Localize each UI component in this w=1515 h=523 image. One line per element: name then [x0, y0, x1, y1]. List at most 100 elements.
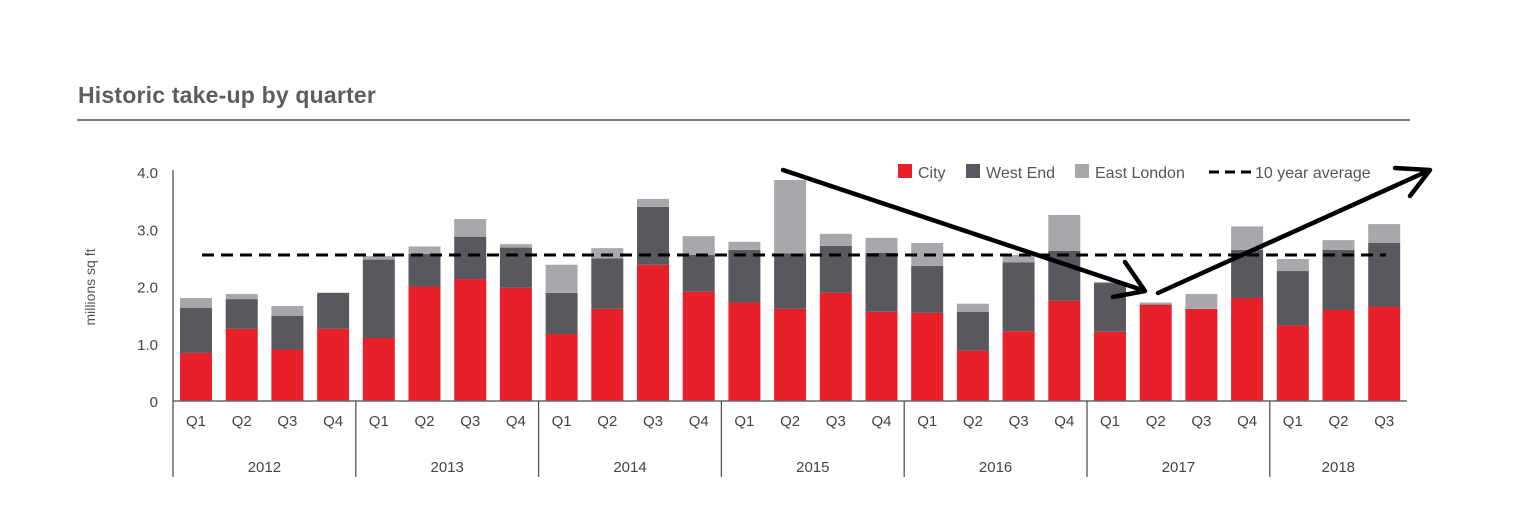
x-tick-label: Q3	[1374, 413, 1394, 430]
bar-segment-east-london	[1048, 214, 1081, 252]
bar-segment-east-london	[1002, 255, 1035, 263]
bar-segment-city	[1322, 309, 1355, 401]
bar-segment-west-end	[317, 292, 350, 329]
x-tick-label: Q3	[643, 413, 663, 430]
x-tick-label: Q3	[460, 413, 480, 430]
x-tick-label: Q2	[414, 413, 434, 430]
bar-segment-city	[317, 328, 350, 401]
bar-segment-city	[362, 338, 395, 401]
legend: City West End East London 10 year average	[898, 164, 1371, 182]
year-label: 2015	[796, 459, 829, 476]
bar-segment-city	[225, 328, 258, 401]
bar-segment-east-london	[454, 218, 487, 237]
bar-segment-east-london	[637, 198, 669, 207]
bar-segment-east-london	[1231, 226, 1264, 250]
bar-segment-west-end	[454, 236, 487, 280]
legend-label: 10 year average	[1255, 165, 1371, 182]
x-tick-label: Q1	[369, 413, 389, 430]
bar-segment-city	[1048, 300, 1081, 401]
x-tick-label: Q1	[1283, 413, 1303, 430]
bar-segment-west-end	[1322, 249, 1355, 310]
bar-segment-city	[1185, 308, 1218, 401]
bar-segment-east-london	[728, 241, 761, 250]
x-tick-label: Q3	[1009, 413, 1029, 430]
bar-segment-city	[1368, 306, 1401, 401]
bar-segment-city	[1002, 331, 1035, 401]
bar-segment-east-london	[1322, 240, 1355, 250]
bar-segment-east-london	[1094, 281, 1126, 284]
y-tick-label: 3.0	[137, 222, 158, 239]
bar-segment-city	[1231, 297, 1264, 401]
year-label: 2017	[1162, 459, 1195, 476]
legend-swatch-city	[898, 164, 912, 178]
year-label: 2014	[613, 459, 646, 476]
bar-segment-east-london	[225, 293, 258, 300]
y-tick-label: 2.0	[137, 280, 158, 297]
bar-segment-west-end	[865, 252, 898, 312]
bar-segment-west-end	[271, 315, 304, 350]
year-label: 2012	[248, 459, 281, 476]
legend-swatch-east-london	[1075, 164, 1089, 178]
bar-segment-east-london	[1185, 293, 1218, 309]
bar-segment-east-london	[774, 180, 807, 254]
x-tick-label: Q1	[917, 413, 937, 430]
bar-segment-city	[956, 350, 989, 401]
bar-segment-city	[545, 334, 578, 401]
y-tick-label: 0	[150, 394, 158, 411]
bar-segment-west-end	[180, 307, 212, 353]
bar-segment-city	[271, 349, 304, 401]
x-tick-label: Q1	[734, 413, 754, 430]
x-tick-label: Q1	[552, 413, 572, 430]
bar-segment-west-end	[545, 292, 578, 335]
x-tick-label: Q4	[689, 413, 709, 430]
bar-segment-east-london	[956, 303, 989, 312]
bar-segment-city	[591, 308, 624, 401]
bar-segment-city	[180, 352, 212, 401]
bar-segment-west-end	[911, 265, 944, 313]
x-tick-label: Q2	[780, 413, 800, 430]
bar-segment-east-london	[1139, 302, 1172, 305]
bar-segment-west-end	[1368, 242, 1401, 307]
down-arrow-annotation-icon	[780, 167, 1148, 300]
x-tick-label: Q4	[506, 413, 526, 430]
legend-label: City	[918, 165, 946, 182]
bar-segment-east-london	[1276, 259, 1309, 272]
bar-segment-east-london	[408, 246, 441, 254]
bar-segment-west-end	[225, 299, 258, 329]
bar-segment-west-end	[1094, 283, 1126, 332]
x-tick-label: Q2	[232, 413, 252, 430]
x-tick-label: Q1	[1100, 413, 1120, 430]
legend-swatch-west-end	[966, 164, 980, 178]
up-arrow-annotation-icon	[1155, 165, 1433, 296]
x-tick-label: Q3	[277, 413, 297, 430]
y-axis-label: millions sq ft	[82, 248, 98, 325]
bar-segment-city	[1139, 304, 1172, 401]
x-tick-label: Q3	[1191, 413, 1211, 430]
x-tick-label: Q2	[597, 413, 617, 430]
bar-segment-west-end	[728, 249, 761, 303]
bar-segment-west-end	[819, 245, 852, 293]
x-tick-label: Q4	[1237, 413, 1257, 430]
bar-segment-city	[454, 279, 487, 401]
bar-segment-east-london	[271, 305, 304, 316]
bar-segment-west-end	[682, 255, 715, 292]
x-tick-label: Q2	[963, 413, 983, 430]
year-label: 2013	[431, 459, 464, 476]
bar-segment-city	[865, 311, 898, 401]
legend-label: East London	[1095, 165, 1185, 182]
annotations-layer	[780, 165, 1433, 300]
bar-segment-east-london	[682, 236, 715, 256]
x-tick-label: Q4	[323, 413, 343, 430]
bar-segment-city	[682, 291, 715, 401]
bar-segment-east-london	[819, 233, 852, 246]
legend-label: West End	[986, 165, 1055, 182]
bar-segment-west-end	[774, 253, 807, 309]
bar-segment-west-end	[591, 258, 624, 309]
bar-segment-city	[408, 286, 441, 401]
bar-segment-city	[911, 312, 944, 401]
bar-segment-city	[774, 308, 807, 401]
bar-segment-west-end	[1002, 262, 1035, 332]
bar-segment-west-end	[1276, 271, 1309, 326]
bar-segment-city	[1094, 331, 1126, 401]
